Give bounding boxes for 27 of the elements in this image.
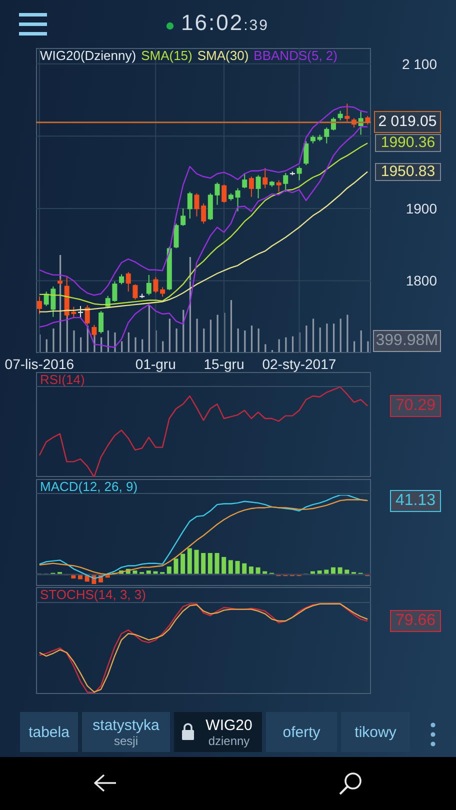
x-tick-label: 07-lis-2016 (4, 356, 74, 372)
text: 79.66 (390, 610, 441, 632)
text: SMA(30) (197, 48, 249, 63)
tab-button: statystyka sesji (82, 712, 170, 752)
text: 399.98M (372, 330, 441, 352)
chart-title: WIG20(Dzienny) (40, 48, 136, 63)
text: BBANDS(5, 2) (254, 48, 338, 63)
text: 16:02:39 (181, 10, 269, 36)
tab-button: WIG20 dzienny (174, 712, 262, 752)
text: SMA(15) (141, 48, 192, 63)
tab-button: tabela (20, 712, 78, 752)
chart-title: RSI(14) (40, 372, 85, 386)
ref-line-label: 2 019.05 (374, 111, 441, 134)
x-tick-label: 01-gru (135, 356, 176, 372)
text: 70.29 (390, 394, 441, 417)
x-tick-label: 15-gru (204, 356, 244, 372)
text: 41.13 (390, 490, 441, 512)
chart-title: MACD(12, 26, 9) (40, 478, 138, 494)
tab-button: oferty (266, 712, 337, 752)
x-tick-label: 02-sty-2017 (262, 356, 336, 372)
y-tick-label: 1800 (406, 272, 438, 289)
chart-title: STOCHS(14, 3, 3) (40, 587, 146, 602)
y-tick-label: 1900 (406, 200, 438, 216)
data-label: 1990.36 (375, 134, 441, 152)
tab-button: tikowy (341, 712, 410, 752)
y-tick-label: 2 100 (402, 56, 438, 72)
data-label: 1950.83 (375, 162, 441, 181)
